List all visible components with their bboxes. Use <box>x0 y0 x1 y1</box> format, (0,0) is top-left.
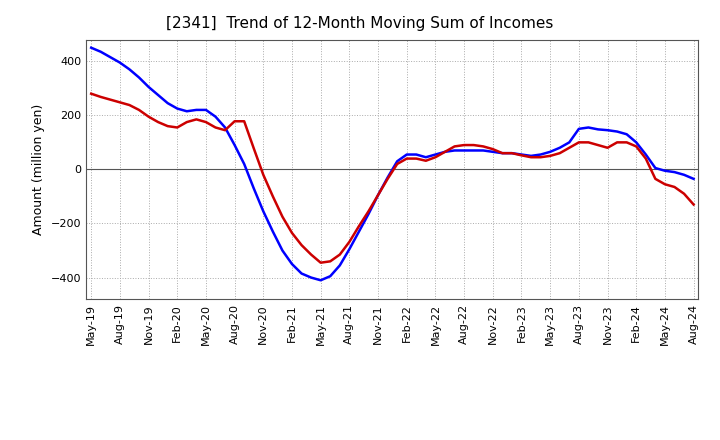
Ordinary Income <box>87 45 96 50</box>
Ordinary Income <box>345 246 354 252</box>
Ordinary Income <box>431 152 440 157</box>
Net Income <box>316 260 325 265</box>
Y-axis label: Amount (million yen): Amount (million yen) <box>32 104 45 235</box>
Net Income <box>345 239 354 245</box>
Ordinary Income <box>316 278 325 283</box>
Line: Net Income: Net Income <box>91 94 693 263</box>
Text: [2341]  Trend of 12-Month Moving Sum of Incomes: [2341] Trend of 12-Month Moving Sum of I… <box>166 16 554 32</box>
Net Income <box>431 154 440 160</box>
Line: Ordinary Income: Ordinary Income <box>91 48 693 280</box>
Ordinary Income <box>689 176 698 182</box>
Net Income <box>87 91 96 96</box>
Net Income <box>479 144 487 149</box>
Ordinary Income <box>479 148 487 153</box>
Ordinary Income <box>163 100 172 106</box>
Net Income <box>689 202 698 207</box>
Net Income <box>163 124 172 129</box>
Ordinary Income <box>488 149 497 154</box>
Net Income <box>488 147 497 152</box>
Net Income <box>393 161 402 167</box>
Ordinary Income <box>393 159 402 164</box>
